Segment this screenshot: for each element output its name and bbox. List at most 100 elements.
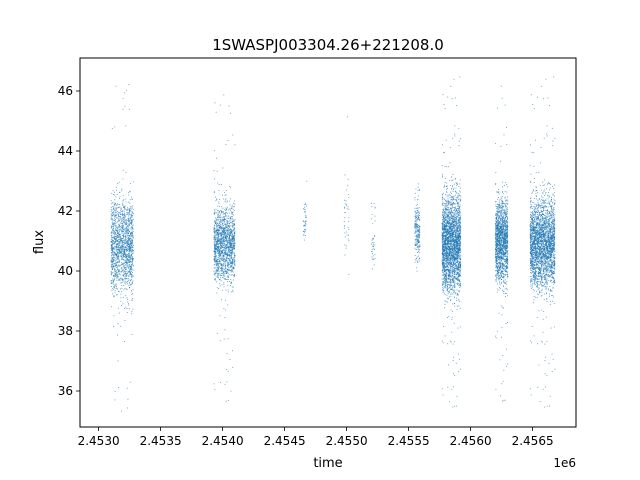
data-point	[217, 229, 219, 231]
data-point	[119, 253, 121, 254]
data-point	[444, 209, 446, 210]
data-point	[444, 254, 446, 256]
data-point	[226, 219, 228, 221]
data-point	[417, 186, 419, 188]
data-point	[416, 229, 418, 231]
data-point	[418, 241, 419, 243]
data-point	[450, 257, 452, 258]
data-point	[113, 255, 115, 257]
data-point	[454, 210, 456, 212]
data-point	[115, 229, 117, 231]
data-point	[220, 255, 222, 257]
data-point	[226, 254, 228, 255]
data-point	[117, 233, 119, 235]
data-point	[218, 245, 220, 247]
data-point	[219, 219, 221, 220]
data-point	[447, 273, 449, 275]
data-point	[449, 262, 451, 264]
data-point	[132, 215, 134, 217]
data-point	[453, 273, 455, 275]
data-point	[346, 208, 348, 210]
data-point	[417, 230, 419, 232]
data-point	[213, 237, 215, 239]
data-point	[123, 206, 124, 208]
data-point	[224, 278, 226, 280]
data-point	[125, 269, 127, 271]
data-point	[450, 293, 452, 295]
data-point	[457, 202, 459, 204]
data-point	[226, 273, 228, 274]
data-point	[123, 249, 125, 251]
data-point	[113, 286, 114, 288]
data-point	[115, 240, 117, 242]
data-point	[220, 247, 222, 249]
data-point	[115, 214, 116, 216]
data-point	[113, 208, 115, 210]
data-point	[348, 229, 350, 230]
data-point	[455, 250, 457, 252]
data-point	[450, 292, 452, 294]
data-point	[419, 226, 421, 228]
data-point	[419, 189, 420, 191]
data-point	[451, 229, 453, 231]
data-point	[451, 216, 453, 218]
data-point	[213, 191, 215, 193]
data-point	[214, 243, 216, 245]
data-point	[215, 276, 217, 278]
data-point	[113, 243, 115, 245]
data-point	[233, 227, 235, 229]
data-point	[218, 229, 220, 231]
data-point	[373, 203, 375, 204]
data-point	[224, 258, 226, 260]
data-point	[441, 274, 443, 276]
data-point	[113, 253, 115, 255]
data-point	[455, 199, 457, 201]
data-point	[452, 259, 454, 261]
data-point	[132, 181, 134, 183]
data-point	[222, 238, 224, 240]
data-point	[451, 219, 453, 221]
data-point	[304, 206, 306, 208]
data-point	[234, 244, 235, 246]
data-point	[130, 248, 132, 250]
data-point	[126, 308, 128, 309]
data-point	[124, 270, 126, 272]
data-point	[454, 260, 456, 262]
data-point	[453, 216, 455, 218]
data-point	[123, 246, 125, 247]
data-point	[225, 271, 227, 273]
data-point	[129, 381, 131, 383]
data-point	[347, 206, 349, 208]
data-point	[456, 223, 458, 225]
data-point	[450, 341, 452, 343]
data-point	[221, 267, 223, 269]
data-point	[111, 243, 113, 245]
data-point	[442, 289, 444, 291]
data-point	[232, 258, 234, 260]
data-point	[227, 244, 229, 246]
data-point	[213, 234, 215, 236]
data-point	[216, 270, 218, 272]
data-point	[417, 229, 419, 231]
data-point	[231, 230, 233, 232]
data-point	[114, 263, 115, 265]
data-point	[116, 246, 118, 248]
data-point	[112, 268, 114, 269]
data-point	[114, 252, 116, 253]
data-point	[122, 281, 123, 283]
data-point	[116, 227, 117, 229]
data-point	[450, 240, 452, 242]
data-point	[459, 220, 461, 222]
data-point	[215, 217, 217, 219]
data-point	[453, 214, 455, 216]
data-point	[127, 258, 128, 260]
data-point	[114, 245, 116, 247]
data-point	[217, 236, 219, 238]
data-point	[232, 270, 234, 272]
data-point	[114, 242, 116, 244]
data-point	[451, 201, 452, 203]
data-point	[227, 265, 228, 266]
data-point	[230, 255, 232, 257]
data-point	[457, 238, 459, 240]
data-point	[122, 199, 124, 201]
